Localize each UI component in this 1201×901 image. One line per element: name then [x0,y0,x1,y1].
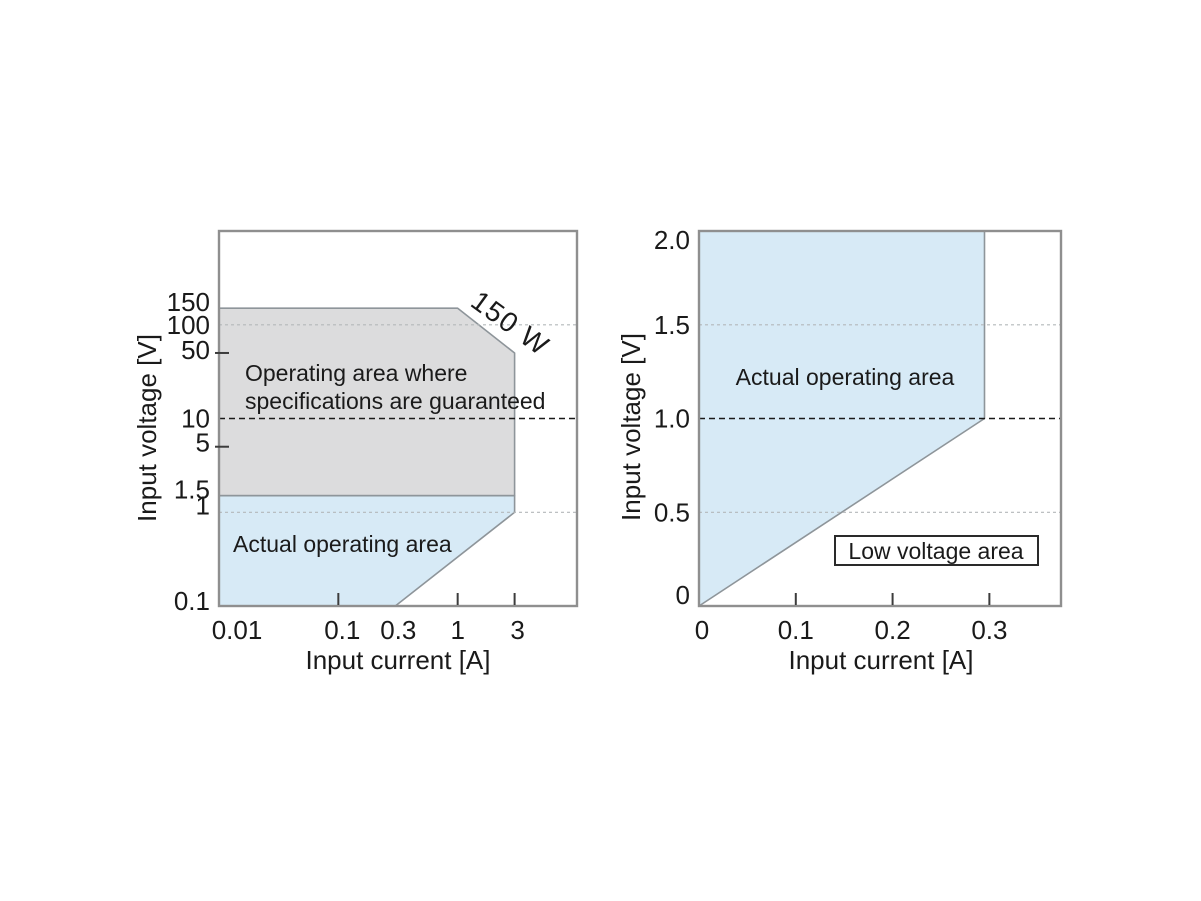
y-tick-label: 100 [167,310,210,340]
plot-border [217,229,579,608]
y-tick-label: 0 [676,580,690,610]
guaranteed-area-label: specifications are guaranteed [245,388,545,414]
x-tick-label: 0 [695,615,709,645]
y-tick-label: 10 [181,404,210,434]
plot-border [697,229,1063,608]
x-tick-label: 0.2 [875,615,911,645]
x-tick-label: 0.3 [380,615,416,645]
x-axis-title: Input current [A] [789,645,974,675]
y-tick-label: 1.5 [174,475,210,505]
low-voltage-label: Low voltage area [848,538,1023,564]
y-tick-label: 1 [196,490,210,520]
y-tick-label: 50 [181,335,210,365]
y-axis-title: Input voltage [V] [132,334,162,522]
y-tick-label: 5 [196,428,210,458]
y-tick-label: 1.0 [654,404,690,434]
x-tick-label: 0.01 [212,615,263,645]
y-tick-label: 0.5 [654,497,690,527]
y-tick-label: 1.5 [654,310,690,340]
y-tick-label: 150 [167,287,210,317]
low-voltage-label-box [834,535,1039,566]
x-axis-title: Input current [A] [306,645,491,675]
x-tick-label: 0.1 [324,615,360,645]
y-axis-title: Input voltage [V] [616,333,646,521]
low-voltage-area-chart: 0 0.1 0.2 0.3 0 0.5 1.0 1.5 2.0 Input current [A]… [616,225,1063,675]
x-tick-label: 0.1 [778,615,814,645]
actual-area-label: Actual operating area [736,364,955,390]
y-tick-label: 2.0 [654,225,690,255]
guaranteed-area-label: Operating area where [245,360,467,386]
actual-area-label: Actual operating area [233,531,452,557]
y-tick-label: 0.1 [174,586,210,616]
x-tick-label: 3 [510,615,524,645]
x-tick-label: 1 [450,615,464,645]
x-tick-label: 0.3 [971,615,1007,645]
